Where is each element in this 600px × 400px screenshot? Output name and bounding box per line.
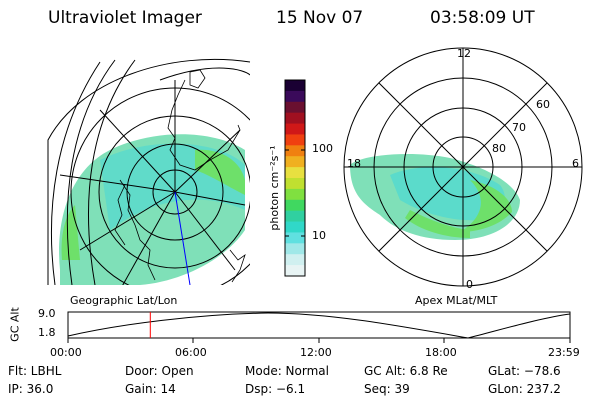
altitude-xtick-0000: 00:00 xyxy=(50,346,82,359)
colorbar-stripe xyxy=(285,80,305,92)
colorbar-stripe xyxy=(285,243,305,255)
altitude-ytick-min: 1.8 xyxy=(38,326,56,339)
altitude-xtick-1200: 12:00 xyxy=(300,346,332,359)
colorbar-stripe xyxy=(285,199,305,212)
door-info: Door: Open xyxy=(125,364,194,378)
coastlines xyxy=(114,69,246,283)
colorbar-stripe xyxy=(285,265,305,277)
altitude-ylabel: GC Alt xyxy=(8,307,22,342)
colorbar-stripe xyxy=(285,134,305,146)
colorbar-unit-label: photon cm⁻²s⁻¹ xyxy=(268,145,281,231)
colorbar xyxy=(284,79,306,277)
glat-info: GLat: −78.6 xyxy=(488,364,561,378)
altitude-ytick-max: 9.0 xyxy=(38,307,56,320)
dsp-info: Dsp: −6.1 xyxy=(245,382,306,396)
colorbar-stripes xyxy=(285,80,305,277)
instrument-title: Ultraviolet Imager xyxy=(48,8,202,28)
glon-info: GLon: 237.2 xyxy=(488,382,561,396)
colorbar-stripe xyxy=(285,90,305,103)
colorbar-stripe xyxy=(285,112,305,125)
mlt-label-0: 0 xyxy=(466,278,473,291)
polar-spokes xyxy=(344,48,582,286)
mlt-label-18: 18 xyxy=(347,157,361,170)
colorbar-stripe xyxy=(285,145,305,157)
lat-ring-label-80: 80 xyxy=(492,142,506,155)
time-label: 03:58:09 UT xyxy=(430,8,535,28)
colorbar-stripe xyxy=(285,101,305,114)
lat-ring-label-70: 70 xyxy=(512,121,526,134)
mode-info: Mode: Normal xyxy=(245,364,329,378)
colorbar-tick-100: 100 xyxy=(312,142,333,155)
polar-aurora-bright-2 xyxy=(405,210,470,238)
longitude-lines xyxy=(59,80,246,285)
gain-info: Gain: 14 xyxy=(125,382,176,396)
noon-meridian-line xyxy=(174,191,191,285)
gc-alt-info: GC Alt: 6.8 Re xyxy=(364,364,448,378)
colorbar-stripe xyxy=(285,156,305,168)
map-horizon-arc xyxy=(47,58,251,285)
mlt-label-12: 12 xyxy=(457,47,471,60)
ip-info: IP: 36.0 xyxy=(8,382,54,396)
colorbar-tick-10: 10 xyxy=(312,229,326,242)
colorbar-stripe xyxy=(285,232,305,244)
altitude-xtick-0600: 06:00 xyxy=(175,346,207,359)
filter-info: Flt: LBHL xyxy=(8,364,62,378)
date-label: 15 Nov 07 xyxy=(276,8,364,28)
polar-map-label: Apex MLat/MLT xyxy=(415,294,498,307)
colorbar-stripe xyxy=(285,210,305,223)
aurora-bright-patch-west xyxy=(61,205,80,260)
altitude-plot xyxy=(67,311,571,343)
polar-map xyxy=(343,47,583,287)
altitude-x-ticks xyxy=(67,338,571,343)
colorbar-stripe xyxy=(285,221,305,233)
mlt-label-6: 6 xyxy=(572,157,579,170)
lat-ring-label-60: 60 xyxy=(536,98,550,111)
colorbar-stripe xyxy=(285,123,305,135)
geographic-map-label: Geographic Lat/Lon xyxy=(70,294,178,307)
polar-aurora-bright xyxy=(460,180,512,232)
colorbar-stripe xyxy=(285,254,305,266)
seq-info: Seq: 39 xyxy=(364,382,410,396)
geographic-map xyxy=(50,59,250,285)
altitude-curve xyxy=(67,312,571,339)
colorbar-stripe xyxy=(285,178,305,190)
colorbar-stripe xyxy=(285,167,305,179)
colorbar-stripe xyxy=(285,188,305,201)
altitude-xtick-1800: 18:00 xyxy=(425,346,457,359)
outer-grid-arcs xyxy=(50,59,250,285)
altitude-xtick-2359: 23:59 xyxy=(548,346,580,359)
